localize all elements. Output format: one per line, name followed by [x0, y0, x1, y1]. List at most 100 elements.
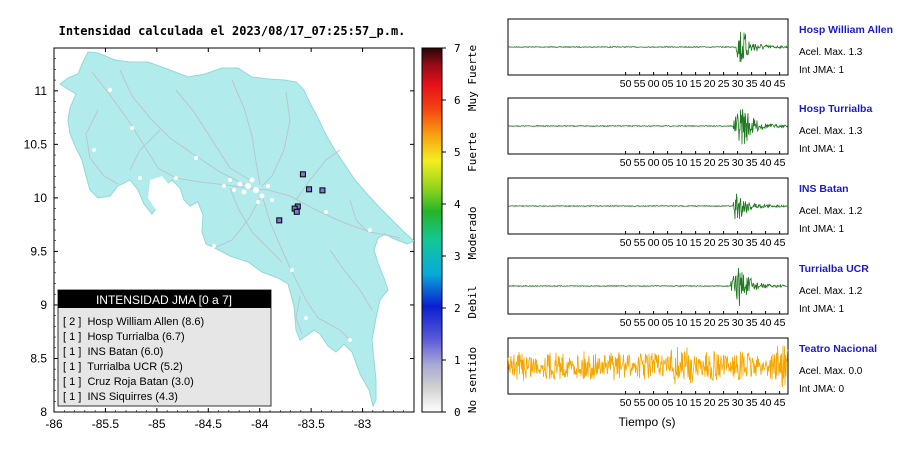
waveform-tick-label: 00 [648, 397, 660, 409]
waveform-tick-label: 55 [634, 78, 646, 90]
legend-header [58, 290, 271, 308]
waveform-panel: 50 55 00 05 10 15 20 25 30 35 40 45 INS Batan Acel. M… [507, 177, 863, 249]
map-x-tick-label: -86 [45, 417, 63, 431]
colorbar-scale [421, 47, 443, 413]
waveform-tick-label: 30 [732, 157, 744, 169]
waveform-tick-label: 30 [732, 317, 744, 329]
waveform-tick-label: 00 [648, 317, 660, 329]
map-y-tick-label: 10 [34, 191, 48, 205]
waveform-tick-label: 55 [634, 397, 646, 409]
waveform-tick-label: 25 [718, 237, 730, 249]
waveform-trace [507, 267, 789, 306]
station-acel-max: Acel. Max. 1.2 [799, 286, 863, 297]
colorbar-ticks: 7 6 5 4 3 2 1 0 [442, 42, 461, 419]
map-y-tick-label: 9 [40, 298, 47, 312]
colorbar-tick-label: 3 [454, 250, 461, 263]
legend: INTENSIDAD JMA [0 a 7] [ 2 ] Hosp Willia… [57, 289, 272, 407]
waveform-tick-label: 35 [746, 397, 758, 409]
colorbar-tick-label: 0 [454, 406, 461, 419]
waveform-tick-label: 15 [690, 78, 702, 90]
station-marker [293, 208, 300, 215]
town-markers [92, 88, 372, 342]
legend-item: [ 2 ] Hosp William Allen (8.6) [63, 316, 204, 328]
waveform-tick-label: 10 [676, 397, 688, 409]
x-axis-label: Tiempo (s) [619, 415, 676, 429]
station-acel-max: Acel. Max. 1.3 [799, 47, 863, 58]
waveform-tick-label: 10 [676, 78, 688, 90]
waveform-tick-label: 45 [774, 157, 786, 169]
station-marker [306, 186, 313, 193]
map-x-tick-label: -85.5 [92, 417, 120, 431]
waveform-tick-label: 45 [774, 78, 786, 90]
station-int-jma: Int JMA: 1 [799, 65, 844, 76]
waveform-tick-label: 55 [634, 317, 646, 329]
waveform-tick-label: 40 [760, 317, 772, 329]
station-name: Hosp Turrialba [799, 103, 872, 115]
waveform-trace [507, 31, 789, 62]
colorbar-label-fuerte: Fuerte [466, 132, 479, 172]
waveform-tick-label: 35 [746, 237, 758, 249]
waveform-tick-label: 45 [774, 317, 786, 329]
map-x-tick-label: -84 [251, 417, 269, 431]
waveform-tick-label: 50 [620, 237, 632, 249]
station-marker [299, 171, 306, 178]
waveform-tick-label: 05 [662, 78, 674, 90]
colorbar-tick-label: 5 [454, 146, 461, 159]
waveform-tick-label: 55 [634, 157, 646, 169]
waveform-tick-label: 15 [690, 317, 702, 329]
map-y-tick-label: 11 [35, 84, 48, 98]
waveform-tick-label: 05 [662, 157, 674, 169]
waveform-tick-label: 25 [718, 397, 730, 409]
station-int-jma: Int JMA: 1 [799, 304, 844, 315]
waveform-panel: 50 55 00 05 10 15 20 25 30 35 40 45 Hosp Turrialba Ac… [507, 97, 872, 169]
nicoya-gulf [148, 176, 170, 210]
colorbar-tick-label: 4 [454, 198, 461, 211]
map-axis: -86 -85.5 -85 -84.5 -84 -83.5 -83 11 10.5 10 9.5 9 8… [24, 47, 415, 431]
legend-item: [ 1 ] Hosp Turrialba (6.7) [63, 331, 185, 343]
colorbar-label-moderado: Moderado [466, 207, 479, 260]
waveform-tick-label: 40 [760, 157, 772, 169]
waveform-tick-label: 25 [718, 157, 730, 169]
colorbar-tick-label: 2 [454, 302, 461, 315]
station-int-jma: Int JMA: 1 [799, 224, 844, 235]
map-y-tick-label: 10.5 [24, 137, 48, 151]
waveform-tick-label: 15 [690, 237, 702, 249]
waveform-tick-label: 30 [732, 397, 744, 409]
station-int-jma: Int JMA: 0 [799, 384, 844, 395]
waveform-tick-label: 50 [620, 157, 632, 169]
legend-item: [ 1 ] Cruz Roja Batan (3.0) [63, 376, 194, 388]
waveform-tick-label: 20 [704, 237, 716, 249]
waveform-tick-label: 55 [634, 237, 646, 249]
station-name: Teatro Nacional [799, 343, 877, 355]
waveform-trace [507, 109, 789, 145]
station-marker [276, 217, 283, 224]
waveform-tick-label: 30 [732, 78, 744, 90]
station-marker [319, 187, 326, 194]
station-acel-max: Acel. Max. 0.0 [799, 366, 863, 377]
map-x-tick-label: -83 [354, 417, 372, 431]
waveform-tick-label: 05 [662, 397, 674, 409]
waveform-tick-label: 10 [676, 157, 688, 169]
waveform-tick-label: 45 [774, 397, 786, 409]
waveform-panel: 50 55 00 05 10 15 20 25 30 35 40 45 Teatro Nacional A… [507, 337, 877, 409]
waveform-tick-label: 20 [704, 157, 716, 169]
colorbar-label-no-sentido: No sentido [466, 347, 479, 413]
legend-title: INTENSIDAD JMA [0 a 7] [96, 293, 232, 307]
waveform-tick-label: 00 [648, 78, 660, 90]
station-name: INS Batan [799, 183, 849, 195]
waveform-tick-label: 00 [648, 237, 660, 249]
colorbar-label-debil: Debil [466, 285, 479, 318]
waveform-trace [507, 345, 789, 388]
waveform-tick-label: 05 [662, 237, 674, 249]
waveform-tick-label: 05 [662, 317, 674, 329]
map-x-tick-label: -83.5 [297, 417, 325, 431]
colorbar-tick-label: 6 [454, 94, 461, 107]
map-y-tick-label: 9.5 [30, 244, 47, 258]
waveform-tick-label: 35 [746, 317, 758, 329]
legend-item: [ 1 ] INS Batan (6.0) [63, 346, 163, 358]
waveform-tick-label: 45 [774, 237, 786, 249]
station-name: Turrialba UCR [799, 263, 869, 275]
waveform-tick-label: 40 [760, 78, 772, 90]
waveform-tick-label: 15 [690, 157, 702, 169]
